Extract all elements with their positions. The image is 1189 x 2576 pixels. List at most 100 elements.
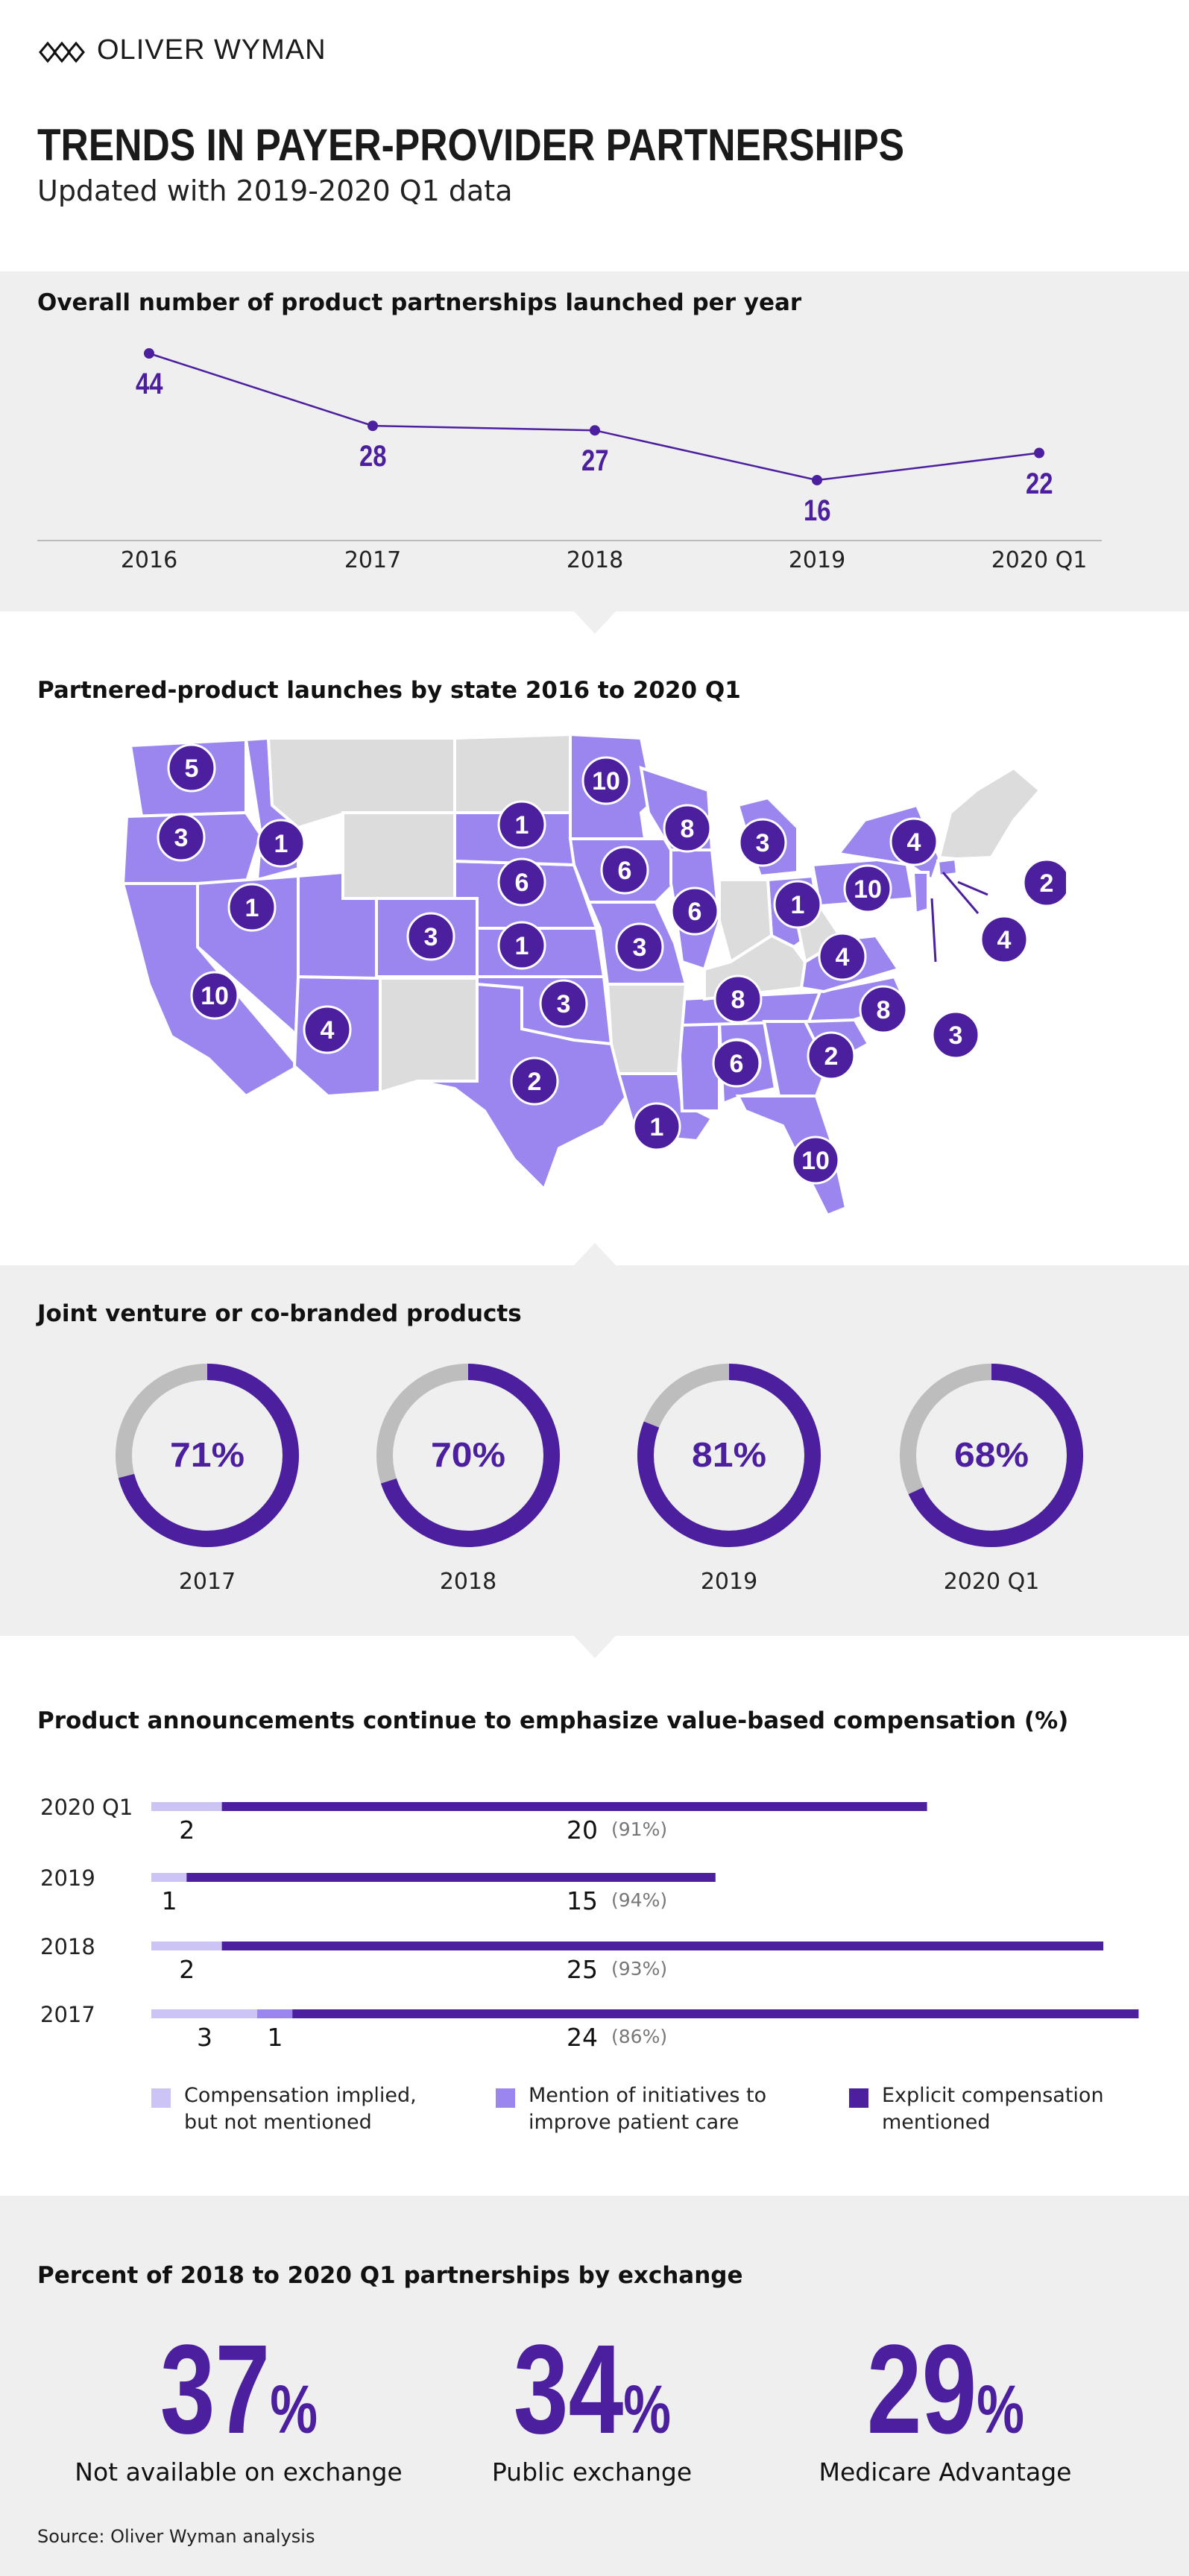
bar-value-label: 2: [179, 1955, 195, 1984]
badge-count: 6: [730, 1050, 744, 1078]
badge-circle: [600, 845, 649, 895]
exchange-percent: 29%: [796, 2326, 1094, 2453]
badge-count: 3: [557, 990, 571, 1018]
x-tick-label: 2017: [344, 547, 402, 573]
badge-count: 3: [174, 824, 189, 852]
data-label: 27: [581, 444, 609, 478]
bar-segment: [256, 2009, 293, 2018]
bar-value-label: 25: [567, 1955, 598, 1984]
bar-segment: [186, 1873, 716, 1882]
donut: 68%: [900, 1364, 1083, 1547]
line-chart-title: Overall number of product partnerships l…: [37, 289, 802, 316]
badge-circle: [157, 813, 206, 862]
us-state-map: 531110431321610163863811106104482324: [121, 732, 1066, 1218]
page-subtitle: Updated with 2019-2020 Q1 data: [37, 174, 513, 207]
x-tick-label: 2019: [788, 547, 846, 573]
donut: 81%: [637, 1364, 821, 1547]
source-note: Source: Oliver Wyman analysis: [37, 2526, 315, 2547]
legend-initiatives-line2: improve patient care: [529, 2111, 739, 2134]
bar-value-label: 1: [267, 2023, 283, 2052]
x-tick-label: 2016: [120, 547, 178, 573]
donut-title: Joint venture or co-branded products: [37, 1300, 522, 1327]
donut: 71%: [116, 1364, 299, 1547]
state-ar: [605, 983, 688, 1075]
donut-section: [0, 1265, 1189, 1636]
donut-category-label: 2019: [700, 1569, 758, 1595]
state-new-england: [937, 766, 1042, 861]
badge-circle: [663, 804, 712, 853]
state-ga: [762, 1020, 830, 1098]
badge-count: 6: [688, 898, 702, 926]
bar-segment: [292, 2009, 1139, 2018]
badge-circle: [539, 979, 588, 1028]
bars-title: Product announcements continue to emphas…: [37, 1707, 1069, 1734]
badge-circle: [167, 743, 216, 793]
callout-line: [942, 872, 980, 914]
state-count-badge: 8: [859, 985, 908, 1034]
donut-arc: [116, 1364, 299, 1547]
state-nm: [379, 977, 479, 1095]
section-divider: [574, 1243, 616, 1265]
badge-count: 4: [836, 943, 850, 971]
state-wy: [341, 811, 456, 900]
badge-count: 1: [245, 894, 259, 922]
exchange-percent-number: 37: [160, 2319, 270, 2460]
donut-value-label: 70%: [431, 1435, 505, 1474]
state-count-badge: 10: [190, 971, 239, 1020]
badge-count: 2: [528, 1068, 542, 1096]
donut-category-label: 2018: [439, 1569, 497, 1595]
state-fl: [735, 1095, 848, 1218]
bar-segment: [151, 2009, 257, 2018]
badge-count: 10: [801, 1147, 830, 1175]
badge-count: 1: [791, 891, 805, 919]
state-count-badge: 4: [889, 817, 939, 866]
state-count-badge: 6: [497, 857, 546, 907]
callout-line: [957, 881, 988, 896]
bar-value-label: 24: [567, 2023, 598, 2052]
data-point: [590, 425, 600, 436]
bar-value-label: 1: [161, 1886, 177, 1915]
exchange-percent-unit: %: [976, 2372, 1024, 2448]
legend-explicit-line2: mentioned: [882, 2111, 991, 2134]
donut-arc: [376, 1364, 560, 1547]
badge-count: 8: [877, 996, 891, 1024]
donut-category-label: 2017: [178, 1569, 236, 1595]
map-badges: 531110431321610163863811106104482324: [157, 743, 1066, 1185]
bar-segment: [151, 1873, 187, 1882]
badge-circle: [712, 1039, 761, 1088]
donut-value-label: 71%: [170, 1435, 245, 1474]
badge-count: 10: [592, 767, 620, 796]
logo-text: OLIVER WYMAN: [97, 34, 327, 66]
state-nd: [453, 732, 572, 814]
badge-circle: [791, 1136, 840, 1185]
badge-circle: [931, 1010, 980, 1059]
state-count-badge: 2: [1022, 858, 1066, 907]
x-tick-label: 2018: [566, 547, 624, 573]
exchange-percent-number: 29: [866, 2319, 977, 2460]
badge-count: 2: [1040, 869, 1054, 898]
state-count-badge: 1: [497, 921, 546, 970]
badge-count: 2: [824, 1042, 839, 1071]
data-point: [1034, 447, 1044, 459]
state-count-badge: 4: [818, 932, 867, 981]
badge-count: 3: [424, 923, 438, 951]
bar-percent-label: (94%): [611, 1889, 668, 1911]
bar-value-label: 2: [179, 1816, 195, 1845]
data-label: 22: [1025, 467, 1053, 500]
badge-count: 3: [633, 933, 647, 962]
exchange-section: [0, 2196, 1189, 2576]
badge-count: 4: [997, 926, 1012, 954]
legend-swatch-initiatives: [496, 2088, 515, 2108]
bar-category-label: 2019: [40, 1865, 95, 1891]
badge-circle: [807, 1031, 856, 1080]
data-point: [368, 421, 378, 432]
state-count-badge: 4: [303, 1005, 352, 1054]
badge-circle: [859, 985, 908, 1034]
x-tick-label: 2020 Q1: [991, 547, 1088, 573]
state-count-badge: 6: [600, 845, 649, 895]
stacked-bar-chart: [151, 1802, 1139, 2018]
state-count-badge: 1: [497, 800, 546, 849]
badge-circle: [670, 887, 719, 936]
badge-circle: [497, 800, 546, 849]
state-count-badge: 3: [157, 813, 206, 862]
